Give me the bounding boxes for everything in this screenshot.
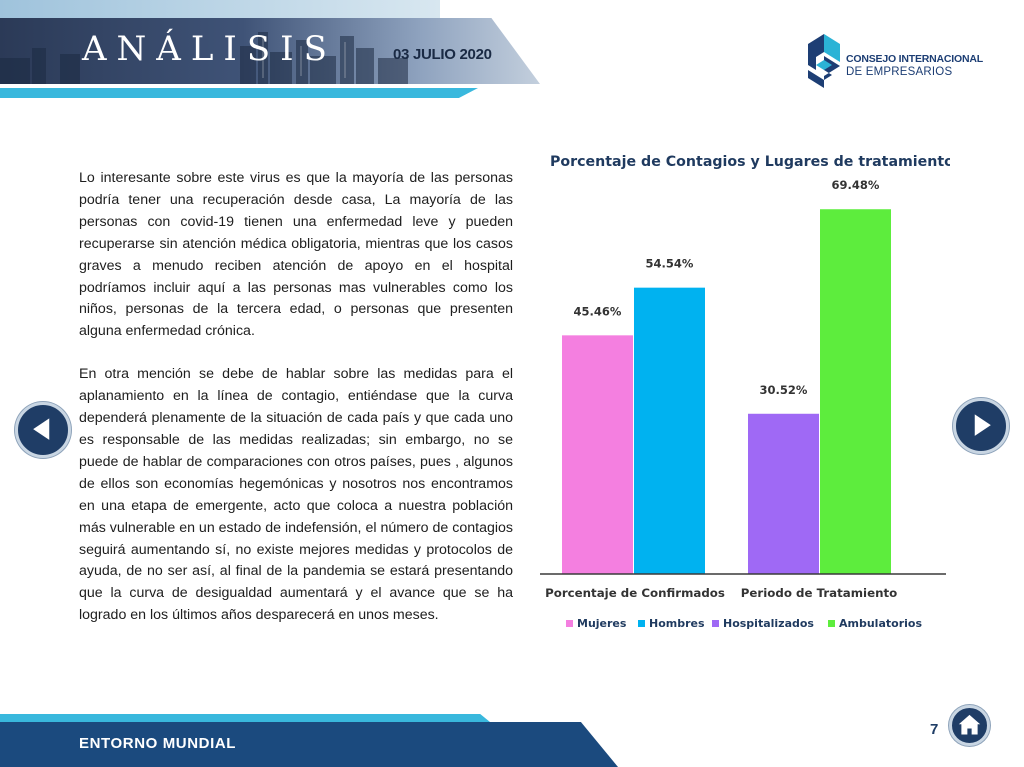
data-label-hombres: 54.54% xyxy=(646,257,694,271)
legend-swatch-ambulatorios xyxy=(828,620,835,627)
legend-label-mujeres: Mujeres xyxy=(577,617,627,630)
paragraph-1: Lo interesante sobre este virus es que l… xyxy=(79,170,513,340)
arrow-left-icon xyxy=(33,418,50,440)
bar-chart: Porcentaje de Contagios y Lugares de tra… xyxy=(538,146,950,646)
page-number: 7 xyxy=(930,721,939,738)
chart-title: Porcentaje de Contagios y Lugares de tra… xyxy=(550,154,950,170)
legend-label-ambulatorios: Ambulatorios xyxy=(839,617,922,630)
footer-section-label: ENTORNO MUNDIAL xyxy=(79,735,237,752)
legend-swatch-hospitalizados xyxy=(712,620,719,627)
legend-label-hospitalizados: Hospitalizados xyxy=(723,617,814,630)
legend-label-hombres: Hombres xyxy=(649,617,705,630)
data-label-hospitalizados: 30.52% xyxy=(760,383,808,397)
logo-line-2: DE EMPRESARIOS xyxy=(846,66,953,78)
header-date: 03 JULIO 2020 xyxy=(393,46,492,63)
header-accent-stripe xyxy=(0,88,478,98)
home-icon xyxy=(958,714,981,735)
paragraph-2: En otra mención se debe de hablar sobre … xyxy=(79,366,513,624)
logo-line-1: CONSEJO INTERNACIONAL xyxy=(846,53,983,65)
city-skyline-image xyxy=(0,32,408,84)
home-button[interactable] xyxy=(949,705,990,746)
next-page-button[interactable] xyxy=(953,398,1009,454)
category-label-2: Periodo de Tratamiento xyxy=(741,586,897,600)
header-banner xyxy=(0,18,540,84)
logo-mark-icon xyxy=(808,34,840,88)
data-label-mujeres: 45.46% xyxy=(574,304,622,318)
company-logo: CONSEJO INTERNACIONAL DE EMPRESARIOS xyxy=(806,32,983,92)
bar-hospitalizados xyxy=(748,413,819,574)
bar-mujeres xyxy=(562,335,633,574)
article-body: Lo interesante sobre este virus es que l… xyxy=(79,168,513,648)
data-label-ambulatorios: 69.48% xyxy=(832,178,880,192)
chart-legend: Mujeres Hombres Hospitalizados Ambulatorios xyxy=(566,617,922,630)
legend-swatch-hombres xyxy=(638,620,645,627)
footer-band xyxy=(0,722,618,767)
legend-swatch-mujeres xyxy=(566,620,573,627)
category-label-1: Porcentaje de Confirmados xyxy=(545,586,725,600)
page-title: ANÁLISIS xyxy=(82,29,337,69)
bar-hombres xyxy=(634,287,705,574)
arrow-right-icon xyxy=(974,414,991,436)
chart-canvas: Porcentaje de Contagios y Lugares de tra… xyxy=(540,154,950,630)
header-top-strip xyxy=(0,0,440,18)
previous-page-button[interactable] xyxy=(15,402,71,458)
footer-accent-stripe xyxy=(0,714,490,722)
bar-ambulatorios xyxy=(820,209,891,575)
